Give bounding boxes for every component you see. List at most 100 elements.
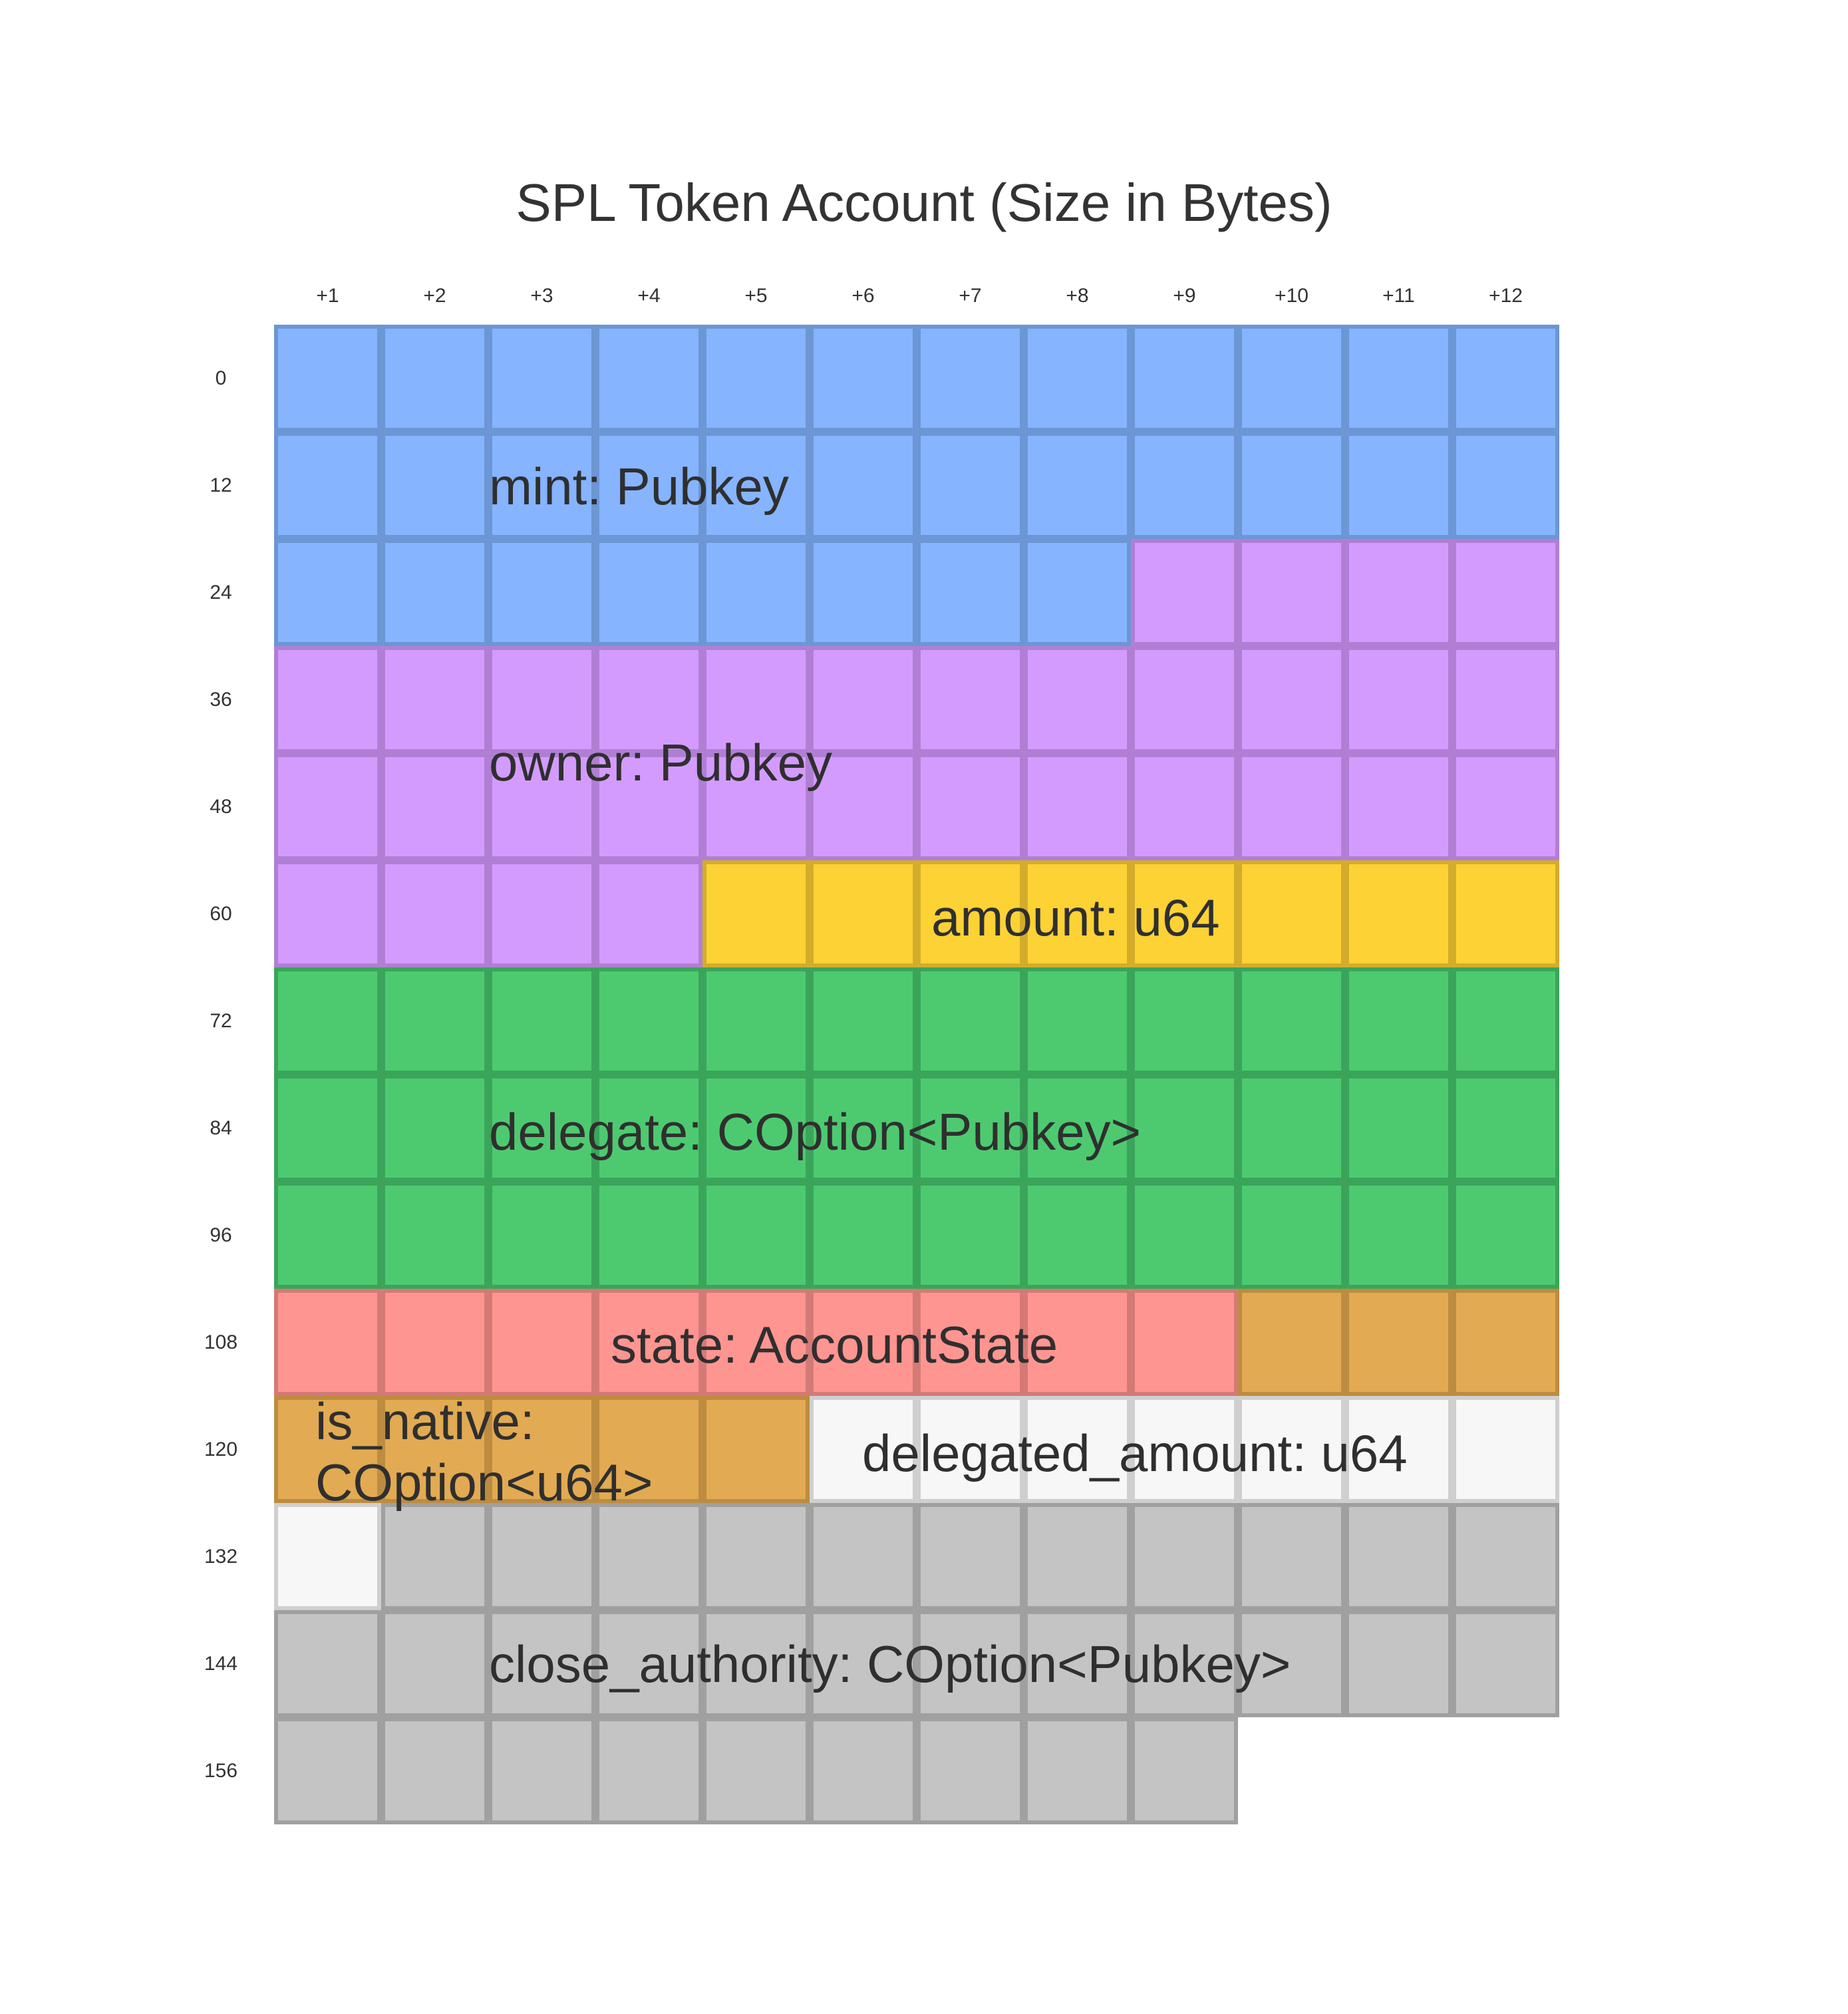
mint-byte-cell — [1345, 325, 1452, 432]
mint-byte-cell — [274, 432, 381, 539]
is_native-byte-cell — [381, 1396, 488, 1503]
owner-byte-cell — [595, 646, 702, 753]
mint-byte-cell — [595, 325, 702, 432]
delegate-byte-cell — [381, 967, 488, 1075]
mint-field-label: mint: Pubkey — [489, 457, 789, 516]
mint-byte-cell — [595, 432, 702, 539]
row-offset-label: 12 — [210, 474, 232, 496]
amount-byte-cell — [810, 860, 917, 967]
mint-byte-cell — [274, 325, 381, 432]
owner-byte-cell — [1452, 753, 1559, 860]
owner-byte-cell — [381, 753, 488, 860]
close_authority-byte-cell — [1452, 1503, 1559, 1610]
mint-byte-cell — [917, 432, 1024, 539]
delegate-byte-cell — [1345, 1182, 1452, 1289]
column-offset-label: +6 — [851, 285, 875, 307]
close_authority-byte-cell — [595, 1503, 702, 1610]
close_authority-byte-cell — [1131, 1717, 1238, 1824]
column-offset-label: +9 — [1173, 285, 1196, 307]
state-byte-cell — [488, 1289, 595, 1396]
owner-byte-cell — [1024, 753, 1131, 860]
owner-byte-cell — [1024, 646, 1131, 753]
delegate-byte-cell — [1024, 967, 1131, 1075]
close_authority-byte-cell — [917, 1717, 1024, 1824]
row-offset-label: 156 — [204, 1759, 238, 1782]
owner-byte-cell — [1238, 646, 1345, 753]
close_authority-byte-cell — [595, 1610, 702, 1717]
amount-byte-cell — [1238, 860, 1345, 967]
delegate-byte-cell — [1024, 1075, 1131, 1182]
delegate-byte-cell — [488, 967, 595, 1075]
delegate-byte-cell — [702, 967, 810, 1075]
delegate-byte-cell — [381, 1182, 488, 1289]
column-offset-label: +10 — [1275, 285, 1309, 307]
close_authority-byte-cell — [810, 1503, 917, 1610]
mint-byte-cell — [488, 432, 595, 539]
mint-byte-cell — [381, 432, 488, 539]
delegate-byte-cell — [917, 1182, 1024, 1289]
delegate-byte-cell — [595, 1075, 702, 1182]
is_native-field-label: is_native: COption<u64> — [315, 1392, 653, 1512]
row-offset-label: 96 — [210, 1224, 232, 1246]
mint-byte-cell — [1024, 539, 1131, 646]
is_native-byte-cell — [1345, 1289, 1452, 1396]
delegated_amount-field-label: delegated_amount: u64 — [862, 1424, 1408, 1482]
close_authority-byte-cell — [488, 1503, 595, 1610]
amount-byte-cell — [1131, 860, 1238, 967]
column-offset-label: +11 — [1382, 285, 1415, 307]
mint-byte-cell — [702, 432, 810, 539]
close_authority-byte-cell — [1345, 1503, 1452, 1610]
owner-byte-cell — [1345, 646, 1452, 753]
mint-byte-cell — [810, 539, 917, 646]
state-byte-cell — [274, 1289, 381, 1396]
delegate-byte-cell — [917, 967, 1024, 1075]
mint-byte-cell — [488, 539, 595, 646]
delegate-byte-cell — [1131, 1182, 1238, 1289]
close_authority-byte-cell — [1024, 1610, 1131, 1717]
row-offset-label: 120 — [204, 1438, 238, 1460]
column-offset-label: +2 — [423, 285, 446, 307]
close_authority-byte-cell — [274, 1610, 381, 1717]
owner-byte-cell — [702, 753, 810, 860]
owner-byte-cell — [274, 860, 381, 967]
row-offset-label: 132 — [204, 1545, 238, 1568]
delegate-byte-cell — [1452, 967, 1559, 1075]
delegated_amount-byte-cell — [917, 1396, 1024, 1503]
delegate-byte-cell — [1238, 967, 1345, 1075]
owner-byte-cell — [1345, 753, 1452, 860]
amount-byte-cell — [1452, 860, 1559, 967]
delegate-byte-cell — [274, 1182, 381, 1289]
state-byte-cell — [595, 1289, 702, 1396]
mint-byte-cell — [1131, 325, 1238, 432]
column-offset-label: +12 — [1489, 285, 1523, 307]
row-offset-label: 24 — [210, 581, 232, 603]
owner-byte-cell — [810, 646, 917, 753]
column-offset-label: +4 — [637, 285, 661, 307]
mint-byte-cell — [274, 539, 381, 646]
mint-byte-cell — [810, 432, 917, 539]
row-offset-label: 72 — [210, 1009, 232, 1032]
amount-byte-cell — [917, 860, 1024, 967]
delegate-byte-cell — [810, 967, 917, 1075]
state-byte-cell — [1024, 1289, 1131, 1396]
close_authority-byte-cell — [1238, 1503, 1345, 1610]
close_authority-byte-cell — [1345, 1610, 1452, 1717]
is_native-byte-cell — [702, 1396, 810, 1503]
amount-field-label: amount: u64 — [931, 888, 1220, 947]
delegate-byte-cell — [810, 1075, 917, 1182]
owner-byte-cell — [1131, 753, 1238, 860]
close_authority-byte-cell — [702, 1503, 810, 1610]
delegate-byte-cell — [595, 1182, 702, 1289]
owner-byte-cell — [1131, 539, 1238, 646]
mint-byte-cell — [917, 325, 1024, 432]
delegated_amount-byte-cell — [1238, 1396, 1345, 1503]
delegated_amount-byte-cell — [1131, 1396, 1238, 1503]
mint-byte-cell — [381, 539, 488, 646]
close_authority-byte-cell — [702, 1610, 810, 1717]
amount-byte-cell — [1345, 860, 1452, 967]
close_authority-byte-cell — [274, 1717, 381, 1824]
delegate-byte-cell — [1238, 1075, 1345, 1182]
is_native-byte-cell — [1238, 1289, 1345, 1396]
row-offset-label: 36 — [210, 688, 232, 711]
